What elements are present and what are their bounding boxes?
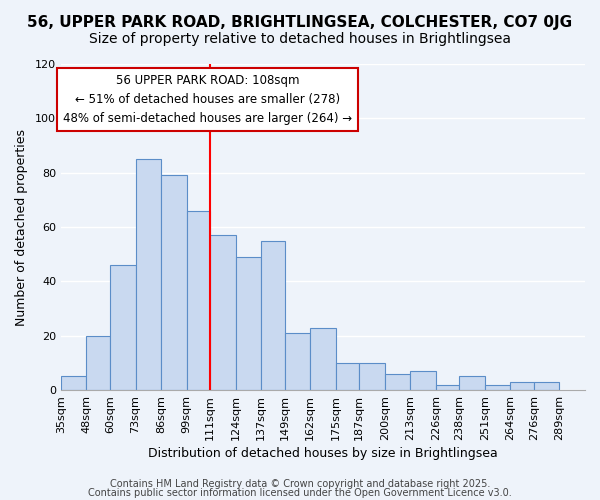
Bar bbox=[359, 363, 385, 390]
Bar bbox=[187, 210, 210, 390]
Bar bbox=[534, 382, 559, 390]
Text: Size of property relative to detached houses in Brightlingsea: Size of property relative to detached ho… bbox=[89, 32, 511, 46]
Text: 56 UPPER PARK ROAD: 108sqm
← 51% of detached houses are smaller (278)
48% of sem: 56 UPPER PARK ROAD: 108sqm ← 51% of deta… bbox=[63, 74, 352, 125]
Bar bbox=[86, 336, 110, 390]
Text: Contains public sector information licensed under the Open Government Licence v3: Contains public sector information licen… bbox=[88, 488, 512, 498]
Text: 56, UPPER PARK ROAD, BRIGHTLINGSEA, COLCHESTER, CO7 0JG: 56, UPPER PARK ROAD, BRIGHTLINGSEA, COLC… bbox=[28, 15, 572, 30]
X-axis label: Distribution of detached houses by size in Brightlingsea: Distribution of detached houses by size … bbox=[148, 447, 498, 460]
Bar bbox=[210, 235, 236, 390]
Bar bbox=[161, 176, 187, 390]
Bar bbox=[385, 374, 410, 390]
Bar bbox=[110, 265, 136, 390]
Bar bbox=[236, 257, 261, 390]
Y-axis label: Number of detached properties: Number of detached properties bbox=[15, 128, 28, 326]
Bar bbox=[436, 384, 460, 390]
Bar bbox=[460, 376, 485, 390]
Bar bbox=[284, 333, 310, 390]
Bar bbox=[261, 240, 284, 390]
Bar bbox=[410, 371, 436, 390]
Bar bbox=[485, 384, 511, 390]
Bar bbox=[511, 382, 534, 390]
Bar bbox=[310, 328, 336, 390]
Bar bbox=[336, 363, 359, 390]
Bar bbox=[61, 376, 86, 390]
Text: Contains HM Land Registry data © Crown copyright and database right 2025.: Contains HM Land Registry data © Crown c… bbox=[110, 479, 490, 489]
Bar bbox=[136, 159, 161, 390]
